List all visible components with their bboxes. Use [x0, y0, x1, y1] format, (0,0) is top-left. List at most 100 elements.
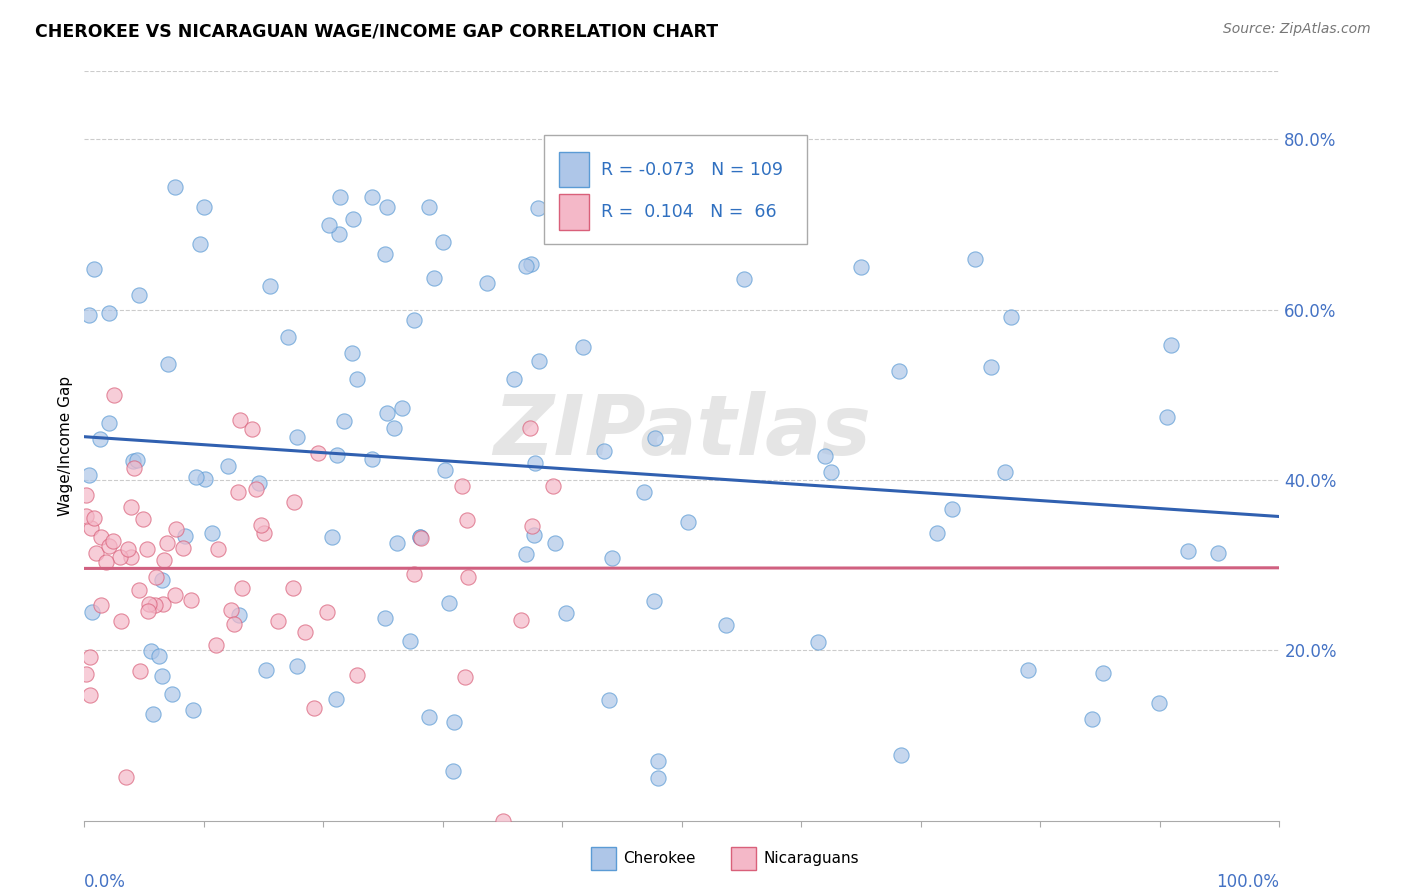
Cherokee: [125, 452, 148, 467]
Cherokee: [439, 596, 461, 610]
Cherokee: [148, 649, 170, 664]
Nicaraguans: [117, 542, 139, 557]
Nicaraguans: [456, 513, 478, 527]
Text: 0.0%: 0.0%: [84, 873, 127, 891]
Cherokee: [188, 236, 211, 251]
Nicaraguans: [90, 530, 112, 544]
Cherokee: [606, 206, 628, 220]
Cherokee: [128, 288, 150, 302]
Cherokee: [1160, 338, 1182, 352]
Cherokee: [1091, 666, 1114, 681]
Cherokee: [83, 262, 105, 277]
Cherokee: [329, 190, 352, 204]
Cherokee: [527, 354, 550, 368]
Cherokee: [360, 190, 382, 204]
Nicaraguans: [98, 540, 121, 554]
Cherokee: [139, 644, 162, 658]
Cherokee: [678, 515, 700, 529]
Cherokee: [477, 276, 499, 290]
Cherokee: [887, 363, 910, 377]
FancyBboxPatch shape: [544, 135, 807, 244]
Cherokee: [1147, 696, 1170, 710]
Nicaraguans: [165, 588, 187, 602]
Text: ZIPatlas: ZIPatlas: [494, 391, 870, 472]
Nicaraguans: [138, 597, 160, 611]
Nicaraguans: [120, 550, 142, 565]
Nicaraguans: [451, 479, 474, 493]
Cherokee: [374, 610, 396, 624]
Nicaraguans: [152, 598, 174, 612]
Nicaraguans: [75, 488, 97, 502]
Cherokee: [527, 201, 550, 215]
Nicaraguans: [79, 688, 101, 702]
Nicaraguans: [143, 598, 166, 612]
Nicaraguans: [180, 593, 202, 607]
Cherokee: [156, 357, 179, 371]
Cherokee: [382, 420, 405, 434]
Text: CHEROKEE VS NICARAGUAN WAGE/INCOME GAP CORRELATION CHART: CHEROKEE VS NICARAGUAN WAGE/INCOME GAP C…: [35, 22, 718, 40]
Nicaraguans: [153, 553, 176, 567]
Nicaraguans: [156, 535, 179, 549]
Cherokee: [733, 272, 755, 286]
Nicaraguans: [266, 615, 288, 629]
Cherokee: [1017, 663, 1039, 677]
Cherokee: [633, 485, 655, 500]
Nicaraguans: [229, 413, 252, 427]
Nicaraguans: [79, 649, 101, 664]
Nicaraguans: [110, 549, 132, 564]
Cherokee: [194, 472, 217, 486]
Cherokee: [993, 465, 1015, 479]
Cherokee: [217, 459, 239, 474]
Nicaraguans: [519, 421, 541, 435]
Cherokee: [163, 179, 186, 194]
Cherokee: [418, 200, 440, 214]
Nicaraguans: [165, 522, 187, 536]
Nicaraguans: [75, 508, 97, 523]
Cherokee: [1206, 546, 1229, 560]
Nicaraguans: [231, 581, 253, 595]
Cherokee: [807, 635, 830, 649]
Nicaraguans: [172, 541, 194, 555]
Nicaraguans: [75, 666, 97, 681]
Cherokee: [541, 219, 564, 233]
Cherokee: [201, 525, 224, 540]
Cherokee: [820, 465, 842, 479]
Nicaraguans: [541, 479, 564, 493]
Cherokee: [89, 432, 111, 446]
Text: Nicaraguans: Nicaraguans: [763, 852, 859, 866]
Bar: [558, 194, 589, 230]
Cherokee: [82, 605, 104, 619]
Cherokee: [593, 443, 616, 458]
Nicaraguans: [283, 495, 305, 509]
Cherokee: [515, 259, 537, 273]
Nicaraguans: [316, 605, 339, 619]
Cherokee: [441, 764, 464, 778]
Nicaraguans: [281, 581, 304, 595]
Cherokee: [340, 345, 363, 359]
Cherokee: [77, 467, 100, 482]
Text: 100.0%: 100.0%: [1216, 873, 1279, 891]
Text: Cherokee: Cherokee: [623, 852, 696, 866]
Nicaraguans: [96, 555, 118, 569]
Cherokee: [554, 606, 576, 620]
Cherokee: [600, 550, 623, 565]
Cherokee: [502, 372, 524, 386]
Cherokee: [647, 771, 669, 785]
Nicaraguans: [136, 542, 159, 557]
Nicaraguans: [253, 525, 276, 540]
Cherokee: [276, 330, 298, 344]
Cherokee: [714, 617, 737, 632]
Nicaraguans: [509, 613, 531, 627]
Cherokee: [98, 416, 121, 430]
Cherokee: [963, 252, 986, 266]
Cherokee: [644, 431, 666, 445]
Cherokee: [404, 313, 426, 327]
Cherokee: [152, 669, 174, 683]
Nicaraguans: [80, 521, 103, 535]
Nicaraguans: [120, 500, 142, 515]
Cherokee: [184, 469, 207, 483]
Cherokee: [423, 270, 446, 285]
Nicaraguans: [204, 638, 226, 652]
Cherokee: [181, 703, 204, 717]
Cherokee: [443, 715, 465, 730]
